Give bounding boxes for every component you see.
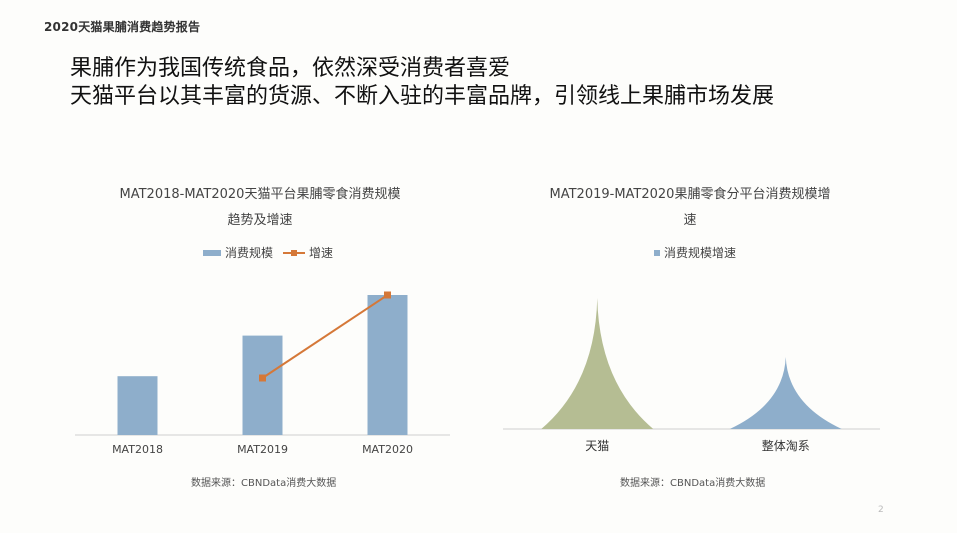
chart1-title-line-2: 趋势及增速 xyxy=(227,213,293,228)
chart1-legend: 消费规模 增速 xyxy=(203,244,333,261)
chart1-title-line-1: MAT2018-MAT2020天猫平台果脯零食消费规模 xyxy=(119,187,401,202)
chart2-x-tick-label: 整体淘系 xyxy=(762,438,810,453)
chart2-source: 数据来源：CBNData消费大数据 xyxy=(620,478,766,489)
chart1-growth-marker xyxy=(259,374,266,382)
chart1-legend-swatch-line xyxy=(283,249,306,257)
chart2-legend: 消费规模增速 xyxy=(654,244,736,261)
chart2-legend-label: 消费规模增速 xyxy=(664,246,737,260)
chart2-legend-swatch xyxy=(654,249,660,256)
chart2-x-tick-label: 天猫 xyxy=(585,439,609,453)
chart2-title: MAT2019-MAT2020果脯零食分平台消费规模增 速 xyxy=(520,182,860,234)
chart1-x-tick-label: MAT2018 xyxy=(112,443,163,456)
headline-line-2: 天猫平台以其丰富的货源、不断入驻的丰富品牌，引领线上果脯市场发展 xyxy=(70,84,775,109)
chart2-title-line-1: MAT2019-MAT2020果脯零食分平台消费规模增 xyxy=(549,187,831,202)
chart2-peak-天猫 xyxy=(541,298,654,429)
page-number: 2 xyxy=(878,505,884,515)
chart2-legend-item: 消费规模增速 xyxy=(654,244,736,261)
chart1-legend-item-scale: 消费规模 xyxy=(203,244,273,261)
chart1-bar-MAT2019 xyxy=(242,335,283,435)
headline-line-1: 果脯作为我国传统食品，依然深受消费者喜爱 xyxy=(70,56,511,81)
chart1-legend-label-growth: 增速 xyxy=(309,246,334,260)
chart1-legend-swatch-bar xyxy=(203,249,221,256)
chart2-title-line-2: 速 xyxy=(683,213,697,228)
chart1-title: MAT2018-MAT2020天猫平台果脯零食消费规模 趋势及增速 xyxy=(95,182,425,234)
chart1-growth-line xyxy=(261,294,389,379)
chart1-bar-MAT2020 xyxy=(367,295,408,435)
chart1-source: 数据来源：CBNData消费大数据 xyxy=(191,478,337,489)
chart1-x-tick-label: MAT2019 xyxy=(237,443,288,456)
chart1-bar-MAT2018 xyxy=(117,376,158,435)
chart1-x-tick-label: MAT2020 xyxy=(362,443,413,456)
chart2-peak-整体淘系 xyxy=(729,356,842,429)
headline: 果脯作为我国传统食品，依然深受消费者喜爱 天猫平台以其丰富的货源、不断入驻的丰富… xyxy=(70,55,774,111)
chart1-growth-marker xyxy=(384,291,391,299)
chart1-legend-label-scale: 消费规模 xyxy=(225,246,274,260)
chart1-legend-item-growth: 增速 xyxy=(283,244,333,261)
report-title: 2020天猫果脯消费趋势报告 xyxy=(44,20,201,34)
